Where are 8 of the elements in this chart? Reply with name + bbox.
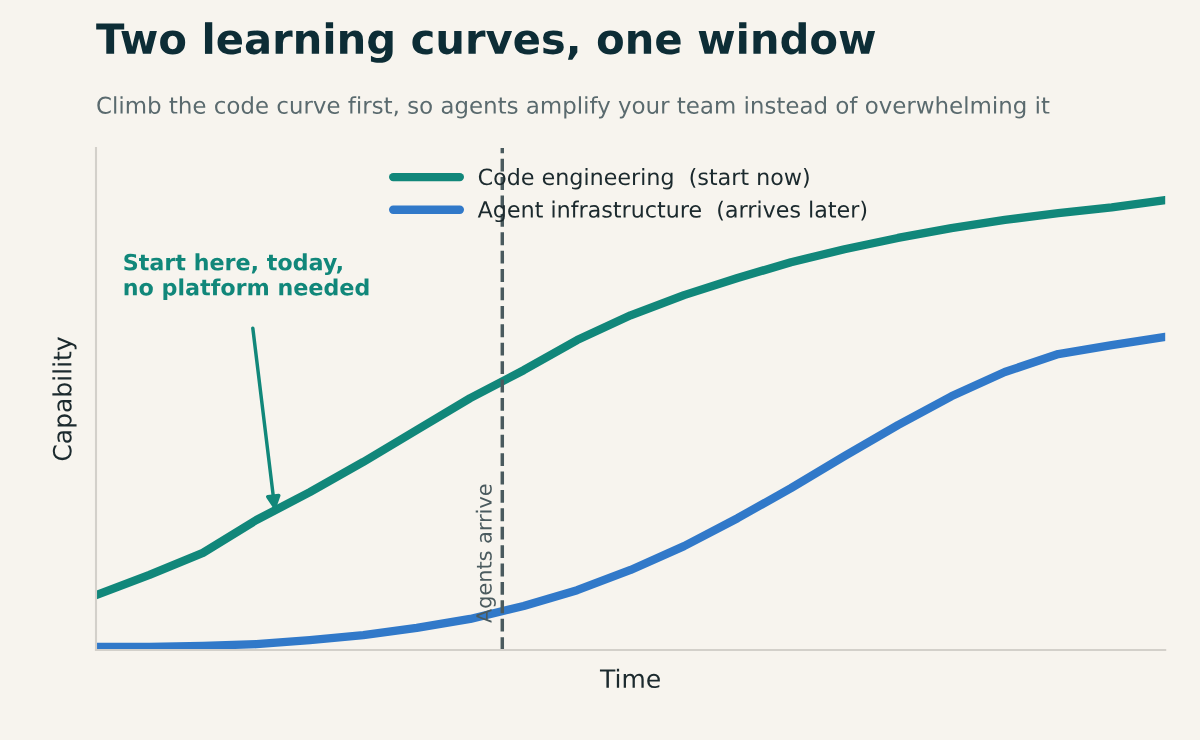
legend-label: Code engineering (start now) bbox=[478, 168, 809, 190]
annotation: Agents arrive bbox=[475, 484, 496, 623]
chart-title: Two learning curves, one window bbox=[96, 22, 876, 63]
x-axis-title: Time bbox=[599, 668, 660, 689]
annotation: Start here, today, no platform needed bbox=[124, 253, 369, 300]
y-axis-title: Capability bbox=[52, 337, 77, 461]
legend-label: Agent infrastructure (arrives later) bbox=[477, 200, 867, 223]
chart-subtitle: Climb the code curve first, so agents amplify your team instead of overwhelming it bbox=[97, 96, 1050, 119]
